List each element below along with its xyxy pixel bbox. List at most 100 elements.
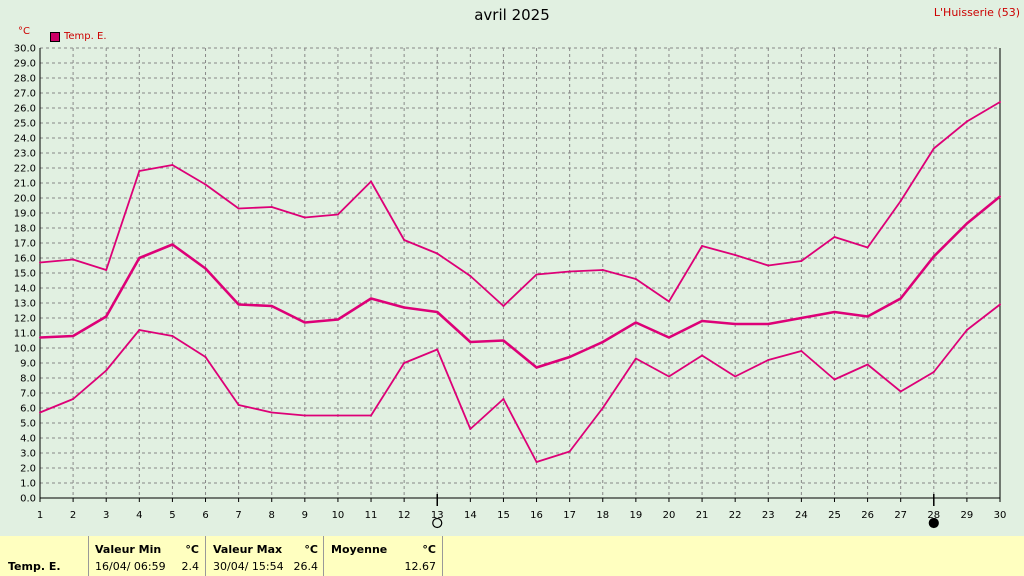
- y-tick-label: 16.0: [14, 254, 36, 265]
- x-tick-label: 21: [696, 510, 709, 521]
- data-point: [138, 170, 141, 172]
- data-point: [965, 329, 968, 331]
- line-chart: 0.01.02.03.04.05.06.07.08.09.010.011.012…: [14, 44, 1007, 529]
- x-tick-label: 18: [596, 510, 609, 521]
- min-header: Valeur Min: [95, 543, 162, 556]
- data-point: [436, 311, 439, 313]
- stats-max-block: Valeur Max °C 30/04/ 15:54 26.4: [205, 536, 323, 576]
- new-moon-icon: [928, 517, 939, 529]
- y-tick-label: 13.0: [14, 299, 36, 310]
- data-point: [403, 362, 406, 364]
- series-line-1: [39, 101, 1001, 307]
- data-point: [72, 398, 75, 400]
- data-point: [204, 267, 207, 270]
- y-tick-label: 4.0: [20, 434, 36, 445]
- stats-min-block: Valeur Min °C 16/04/ 06:59 2.4: [88, 536, 205, 576]
- x-tick-label: 4: [136, 510, 142, 521]
- data-point: [535, 461, 538, 463]
- min-value: 2.4: [181, 560, 200, 573]
- legend-swatch: [50, 31, 60, 42]
- y-tick-label: 9.0: [20, 359, 36, 370]
- x-tick-label: 27: [894, 510, 907, 521]
- x-tick-label: 17: [563, 510, 576, 521]
- data-point: [469, 428, 472, 430]
- min-unit: °C: [185, 543, 199, 556]
- y-tick-label: 14.0: [14, 284, 36, 295]
- data-point: [535, 366, 538, 369]
- x-tick-label: 30: [994, 510, 1007, 521]
- max-value: 26.4: [293, 560, 319, 573]
- chart-title: avril 2025: [474, 6, 550, 24]
- data-point: [833, 311, 836, 313]
- data-point: [999, 101, 1001, 103]
- data-point: [204, 356, 207, 358]
- data-point: [800, 260, 803, 262]
- data-point: [667, 375, 670, 378]
- data-point: [303, 216, 306, 219]
- data-point: [436, 252, 439, 255]
- mean-unit: °C: [422, 543, 436, 556]
- data-point: [999, 195, 1001, 198]
- x-tick-label: 25: [828, 510, 841, 521]
- data-point: [237, 404, 240, 406]
- data-point: [436, 348, 439, 351]
- series-line-3: [39, 303, 1001, 463]
- data-point: [800, 317, 803, 319]
- data-point: [336, 318, 339, 321]
- data-point: [965, 120, 968, 123]
- data-point: [601, 341, 604, 343]
- data-point: [72, 335, 75, 337]
- data-point: [568, 450, 571, 453]
- x-tick-label: 5: [169, 510, 175, 521]
- data-point: [502, 305, 505, 307]
- mean-header: Moyenne: [331, 543, 388, 556]
- data-point: [833, 236, 836, 238]
- y-tick-label: 7.0: [20, 389, 36, 400]
- max-header: Valeur Max: [213, 543, 283, 556]
- data-point: [866, 246, 869, 249]
- y-tick-label: 17.0: [14, 239, 36, 250]
- stats-footer: Temp. E. Valeur Min °C 16/04/ 06:59 2.4 …: [0, 536, 1024, 576]
- data-point: [734, 323, 737, 325]
- y-tick-label: 30.0: [14, 44, 36, 55]
- data-point: [469, 275, 472, 277]
- data-point: [502, 398, 505, 400]
- data-point: [303, 414, 306, 417]
- x-tick-label: 24: [795, 510, 808, 521]
- y-tick-label: 27.0: [14, 89, 36, 100]
- stats-row-label: Temp. E.: [8, 560, 61, 573]
- data-point: [237, 207, 240, 210]
- x-tick-label: 19: [629, 510, 642, 521]
- x-tick-label: 22: [729, 510, 742, 521]
- data-point: [105, 369, 108, 372]
- y-tick-label: 29.0: [14, 59, 36, 70]
- data-point: [634, 357, 637, 360]
- y-tick-label: 24.0: [14, 134, 36, 145]
- data-point: [39, 336, 41, 339]
- data-point: [932, 147, 935, 150]
- x-tick-label: 10: [332, 510, 345, 521]
- data-point: [270, 411, 273, 414]
- data-point: [370, 180, 373, 183]
- data-point: [932, 371, 935, 373]
- data-point: [270, 305, 273, 307]
- y-tick-label: 12.0: [14, 314, 36, 325]
- x-tick-label: 8: [269, 510, 275, 521]
- x-tick-label: 9: [302, 510, 308, 521]
- y-tick-label: 21.0: [14, 179, 36, 190]
- data-point: [336, 414, 339, 417]
- data-point: [866, 315, 869, 318]
- x-tick-label: 13: [431, 510, 444, 521]
- y-tick-label: 2.0: [20, 464, 36, 475]
- series-line-2: [39, 195, 1001, 369]
- x-tick-label: 20: [663, 510, 676, 521]
- y-tick-label: 5.0: [20, 419, 36, 430]
- x-tick-label: 15: [497, 510, 510, 521]
- data-point: [105, 269, 108, 271]
- x-tick-label: 12: [398, 510, 411, 521]
- full-moon-icon: [432, 517, 443, 529]
- data-point: [767, 359, 770, 361]
- data-point: [899, 390, 902, 393]
- x-tick-label: 6: [202, 510, 208, 521]
- data-point: [965, 222, 968, 225]
